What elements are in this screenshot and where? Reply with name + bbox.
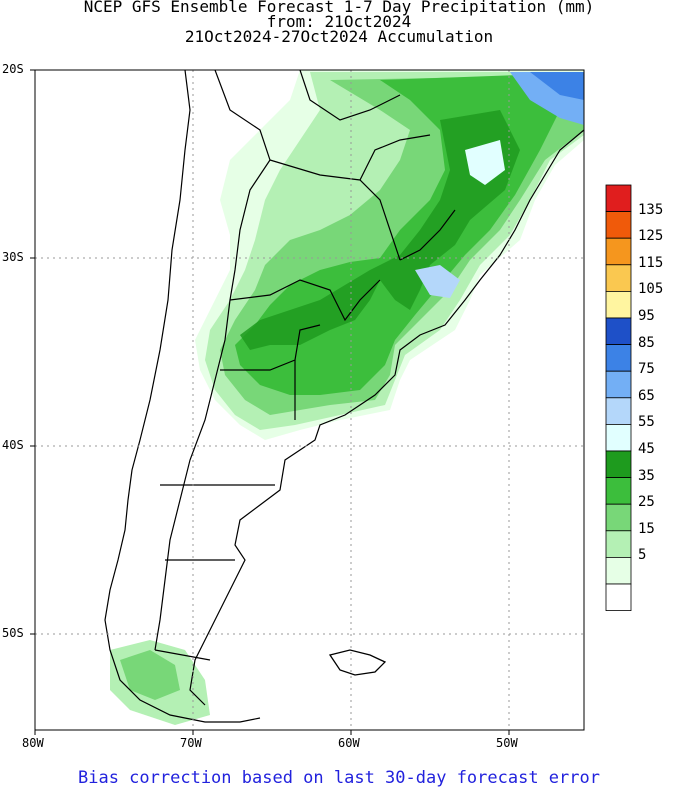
legend-label: 45 xyxy=(638,441,655,457)
legend-label: 75 xyxy=(638,361,655,378)
precipitation-shading xyxy=(110,70,584,725)
legend-label: 55 xyxy=(638,414,655,431)
coastlines-borders xyxy=(104,69,585,723)
map-frame xyxy=(34,69,585,731)
legend-swatch xyxy=(605,184,632,213)
legend-swatch xyxy=(605,211,632,239)
legend-swatch xyxy=(605,530,632,558)
lat-label-40s: 40S xyxy=(2,438,24,452)
lon-label-50w: 50W xyxy=(496,736,518,750)
lon-label-70w: 70W xyxy=(180,736,202,750)
legend-swatch xyxy=(605,557,632,585)
axis-ticks xyxy=(30,69,510,735)
lat-label-50s: 50S xyxy=(2,626,24,640)
lon-label-80w: 80W xyxy=(22,736,44,750)
legend-label: 85 xyxy=(638,334,655,351)
legend-swatch xyxy=(605,237,632,266)
lon-label-60w: 60W xyxy=(338,736,360,750)
legend-label: 35 xyxy=(638,467,655,484)
map-title: NCEP GFS Ensemble Forecast 1-7 Day Preci… xyxy=(83,0,595,16)
legend-colorbar xyxy=(605,184,632,612)
lat-label-20s: 20S xyxy=(2,62,24,76)
legend-swatch xyxy=(605,450,632,479)
graticule xyxy=(35,70,584,730)
legend-swatch xyxy=(605,477,632,505)
legend-swatch xyxy=(605,370,632,399)
falkland-islands xyxy=(328,649,387,676)
legend-swatch xyxy=(605,583,632,612)
legend-label: 25 xyxy=(638,494,655,511)
legend-label: 105 xyxy=(638,281,664,298)
legend-swatch xyxy=(605,344,632,372)
legend-label: 115 xyxy=(638,254,664,271)
legend-label: 15 xyxy=(638,520,655,537)
legend-swatch xyxy=(605,317,632,346)
map-subtitle-from: from: 21Oct2024 xyxy=(266,12,412,31)
lat-label-30s: 30S xyxy=(2,250,24,264)
legend-swatch xyxy=(605,290,632,319)
footer-note: Bias correction based on last 30-day for… xyxy=(78,768,600,788)
legend-label: 135 xyxy=(638,201,664,218)
legend-swatch xyxy=(605,423,632,452)
legend-label: 95 xyxy=(638,308,655,324)
legend-label: 125 xyxy=(638,228,664,245)
legend-label: 5 xyxy=(638,547,647,564)
legend-swatch xyxy=(605,397,632,425)
map-subtitle-accumulation: 21Oct2024-27Oct2024 Accumulation xyxy=(184,27,494,46)
legend-label: 65 xyxy=(638,387,655,404)
legend-swatch xyxy=(605,503,632,532)
legend-swatch xyxy=(605,264,632,292)
